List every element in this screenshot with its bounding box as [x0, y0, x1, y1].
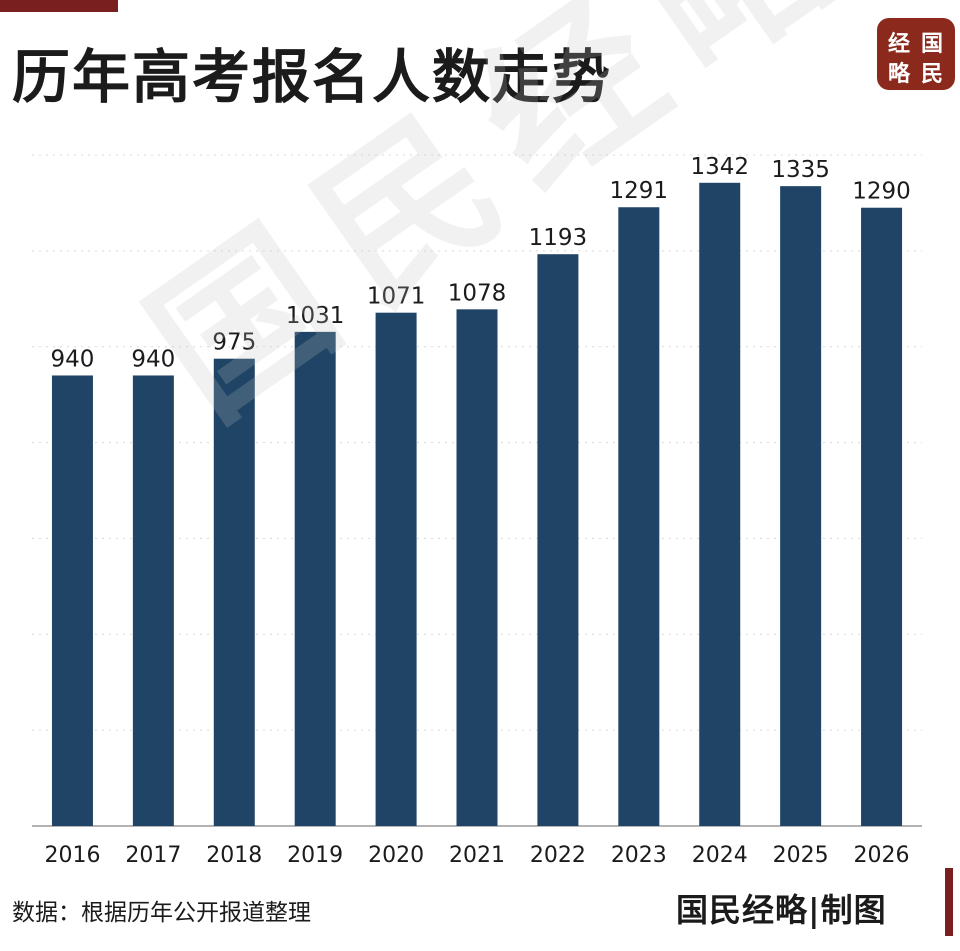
- x-tick-label-2017: 2017: [125, 843, 181, 868]
- logo-char: 经: [887, 31, 910, 57]
- top-accent-rule: [0, 0, 118, 12]
- x-tick-label-2019: 2019: [287, 843, 343, 868]
- bar-2021: [456, 309, 498, 827]
- x-tick-label-2023: 2023: [611, 843, 667, 868]
- data-label-2026: 1290: [852, 179, 911, 205]
- brand-logo: 经 国 略 民: [877, 18, 955, 90]
- bar-2022: [537, 254, 579, 826]
- data-labels: 940 940 975 1031 1071 1078 1193 1291 1342 1335 129…: [51, 154, 911, 373]
- logo-char: 民: [920, 61, 943, 87]
- data-label-2025: 1335: [771, 157, 830, 183]
- x-tick-label-2021: 2021: [449, 843, 505, 868]
- bar-2023: [618, 207, 660, 827]
- bar-2020: [375, 312, 417, 826]
- x-tick-label-2026: 2026: [854, 843, 910, 868]
- data-label-2018: 975: [212, 330, 256, 356]
- data-label-2022: 1193: [529, 225, 588, 251]
- bar-2018: [213, 358, 255, 826]
- x-tick-label-2020: 2020: [368, 843, 424, 868]
- bar-2019: [294, 331, 336, 826]
- logo-char: 略: [887, 61, 910, 87]
- data-label-2019: 1031: [286, 303, 345, 329]
- logo-char: 国: [920, 31, 943, 57]
- data-label-2017: 940: [131, 346, 175, 372]
- data-label-2021: 1078: [448, 280, 507, 306]
- bar-2026: [861, 207, 903, 826]
- x-tick-label-2024: 2024: [692, 843, 748, 868]
- data-label-2016: 940: [51, 346, 95, 372]
- x-tick-label-2022: 2022: [530, 843, 586, 868]
- bar-2016: [51, 375, 93, 826]
- credit-accent-bar: [945, 868, 953, 936]
- data-label-2020: 1071: [367, 284, 426, 310]
- bar-2017: [132, 375, 174, 826]
- grid-lines: [32, 154, 922, 827]
- data-label-2023: 1291: [610, 178, 669, 204]
- source-note: 数据：根据历年公开报道整理: [12, 900, 311, 926]
- x-tick-label-2016: 2016: [44, 843, 100, 868]
- bars: [51, 182, 903, 827]
- data-label-2024: 1342: [690, 154, 749, 180]
- x-tick-labels: 2016 2017 2018 2019 2020 2021 2022 2023 2024 2025…: [44, 843, 909, 868]
- bar-2024: [699, 182, 741, 826]
- page-title: 历年高考报名人数走势: [12, 43, 613, 111]
- bar-2025: [780, 186, 822, 826]
- x-tick-label-2018: 2018: [206, 843, 262, 868]
- x-tick-label-2025: 2025: [773, 843, 829, 868]
- credit-label: 国民经略|制图: [676, 891, 887, 929]
